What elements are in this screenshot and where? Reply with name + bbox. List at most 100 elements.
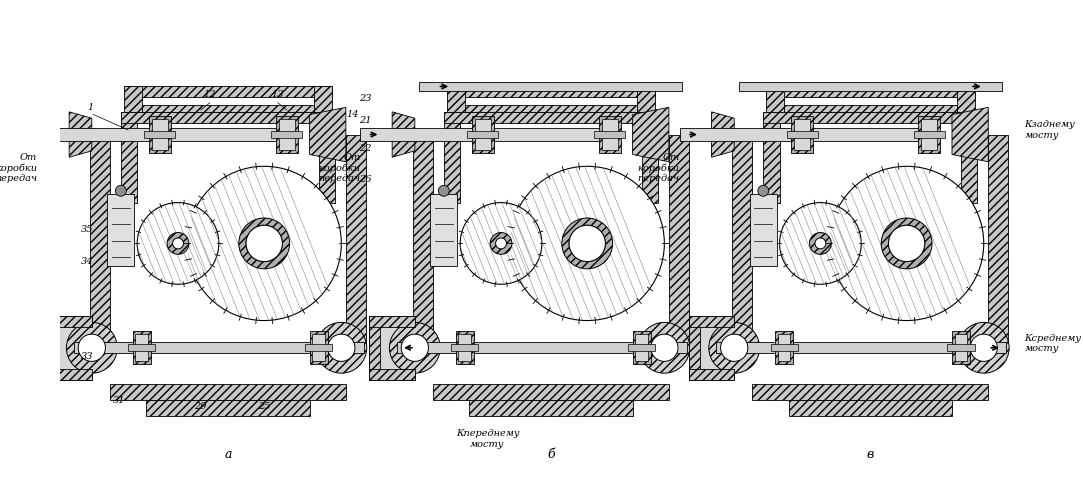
Text: 14: 14: [345, 110, 358, 119]
Circle shape: [888, 225, 925, 261]
Bar: [310, 332, 328, 364]
Bar: [123, 87, 142, 112]
Circle shape: [439, 185, 449, 196]
Polygon shape: [69, 112, 92, 157]
Circle shape: [316, 322, 367, 373]
Polygon shape: [310, 107, 345, 162]
Bar: [956, 87, 975, 112]
Text: Кпереднему
мосту: Кпереднему мосту: [456, 430, 519, 449]
Circle shape: [888, 225, 925, 261]
Bar: [602, 119, 618, 150]
Text: 13: 13: [272, 90, 284, 99]
Bar: [152, 119, 168, 150]
Text: Кзаднему
мосту: Кзаднему мосту: [1025, 120, 1075, 140]
Bar: [689, 369, 734, 380]
Circle shape: [780, 202, 861, 284]
Bar: [135, 334, 148, 361]
Text: в: в: [866, 447, 874, 460]
Bar: [716, 343, 1006, 353]
Circle shape: [491, 233, 512, 254]
Text: 12: 12: [204, 90, 216, 99]
Bar: [469, 400, 632, 416]
Bar: [312, 334, 325, 361]
Bar: [149, 116, 171, 152]
Bar: [669, 135, 689, 343]
Bar: [90, 135, 110, 343]
Bar: [446, 87, 465, 112]
Bar: [918, 116, 940, 152]
Bar: [47, 316, 92, 327]
Bar: [749, 194, 777, 266]
Circle shape: [562, 218, 613, 269]
Bar: [632, 332, 651, 364]
Circle shape: [809, 233, 832, 254]
Text: От
коробки
передач: От коробки передач: [318, 152, 361, 183]
Bar: [444, 112, 460, 202]
Bar: [468, 131, 498, 138]
Bar: [146, 400, 310, 416]
Circle shape: [328, 334, 355, 361]
Bar: [753, 384, 989, 400]
Circle shape: [460, 202, 542, 284]
Bar: [784, 104, 956, 112]
Polygon shape: [712, 112, 734, 157]
Bar: [419, 82, 682, 91]
Bar: [369, 369, 415, 380]
Bar: [989, 135, 1008, 343]
Bar: [778, 334, 791, 361]
Bar: [764, 112, 780, 202]
Bar: [628, 344, 655, 351]
Bar: [128, 344, 155, 351]
Circle shape: [708, 322, 759, 373]
Circle shape: [758, 185, 769, 196]
Bar: [107, 194, 134, 266]
Circle shape: [390, 322, 440, 373]
Text: 25: 25: [258, 402, 271, 411]
Bar: [914, 131, 944, 138]
Circle shape: [187, 166, 341, 321]
Circle shape: [510, 166, 664, 321]
Bar: [446, 87, 655, 98]
Bar: [396, 343, 687, 353]
Bar: [788, 400, 952, 416]
Bar: [766, 87, 975, 98]
Polygon shape: [952, 107, 989, 162]
Circle shape: [401, 334, 429, 361]
Bar: [770, 344, 798, 351]
Bar: [465, 104, 637, 112]
Text: Ксреднему
мосту: Ксреднему мосту: [1025, 334, 1082, 353]
Bar: [430, 194, 457, 266]
Bar: [636, 334, 648, 361]
Bar: [775, 332, 793, 364]
Bar: [121, 112, 138, 202]
Bar: [278, 119, 295, 150]
Bar: [764, 112, 977, 123]
Bar: [361, 128, 605, 141]
Bar: [955, 334, 967, 361]
Circle shape: [66, 322, 117, 373]
Circle shape: [970, 334, 997, 361]
Circle shape: [639, 322, 690, 373]
Bar: [458, 334, 471, 361]
Bar: [952, 332, 970, 364]
Text: От
коробки
передач: От коробки передач: [638, 152, 680, 183]
Bar: [766, 87, 784, 112]
Circle shape: [116, 185, 127, 196]
Circle shape: [172, 238, 183, 249]
Bar: [47, 316, 92, 380]
Circle shape: [830, 166, 983, 321]
Circle shape: [167, 233, 188, 254]
Bar: [144, 131, 175, 138]
Text: б: б: [547, 447, 554, 460]
Bar: [369, 316, 415, 380]
Bar: [121, 112, 335, 123]
Bar: [123, 87, 332, 98]
Text: а: а: [224, 447, 232, 460]
Bar: [456, 332, 473, 364]
Bar: [689, 316, 734, 327]
Bar: [595, 131, 625, 138]
Bar: [413, 135, 433, 343]
Bar: [74, 343, 364, 353]
Bar: [599, 116, 621, 152]
Bar: [110, 384, 345, 400]
